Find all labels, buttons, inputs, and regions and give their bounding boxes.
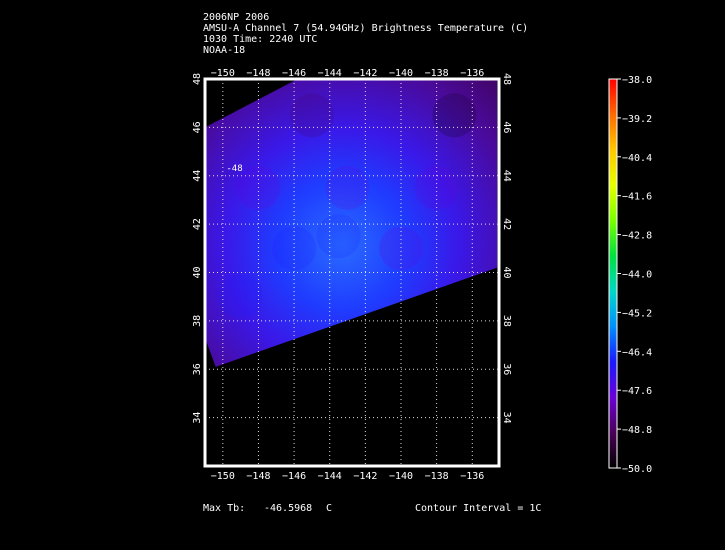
colorbar-label-9: −48.8 (622, 425, 652, 436)
x-tick-bottom--146: −146 (282, 471, 306, 482)
y-tick-left-34: 34 (192, 412, 203, 424)
y-tick-left-46: 46 (192, 121, 203, 133)
title-line-1: 2006NP 2006 (203, 12, 270, 23)
colorbar-label-7: −46.4 (622, 347, 652, 358)
x-tick-bottom--140: −140 (389, 471, 413, 482)
y-tick-left-40: 40 (192, 266, 203, 278)
contour-interval: Contour Interval = 1C (415, 503, 542, 514)
colorbar-label-6: −45.2 (622, 308, 652, 319)
x-tick-bottom--148: −148 (246, 471, 270, 482)
y-tick-right-46: 46 (501, 121, 512, 133)
max-tb-value: -46.5968 (264, 503, 313, 514)
field-sample-6 (289, 93, 334, 138)
field-sample-2 (379, 226, 423, 271)
title-line-4: NOAA-18 (203, 45, 246, 56)
colorbar-label-3: −41.6 (622, 192, 652, 203)
x-tick-top--146: −146 (282, 68, 306, 79)
x-tick-top--148: −148 (246, 68, 270, 79)
x-tick-top--136: −136 (460, 68, 484, 79)
y-tick-left-44: 44 (192, 170, 203, 182)
y-tick-left-38: 38 (192, 315, 203, 327)
colorbar-label-4: −42.8 (622, 231, 652, 242)
colorbar-label-5: −44.0 (622, 270, 652, 281)
colorbar-label-10: −50.0 (622, 464, 652, 475)
y-tick-right-44: 44 (501, 170, 512, 182)
field-sample-7 (432, 93, 477, 138)
contour-label: -48 (226, 164, 242, 174)
max-tb-unit: C (326, 503, 333, 514)
field-sample-1 (272, 226, 317, 271)
x-tick-bottom--138: −138 (425, 471, 449, 482)
x-tick-bottom--150: −150 (211, 471, 235, 482)
x-tick-top--150: −150 (211, 68, 235, 79)
y-tick-right-42: 42 (501, 218, 512, 230)
x-tick-bottom--144: −144 (318, 471, 342, 482)
field-sample-3 (325, 165, 370, 210)
x-tick-top--140: −140 (389, 68, 413, 79)
max-tb-label: Max Tb: (203, 503, 246, 514)
field-sample-0 (316, 214, 361, 259)
x-tick-bottom--136: −136 (460, 471, 484, 482)
x-tick-top--144: −144 (318, 68, 342, 79)
y-tick-right-36: 36 (501, 363, 512, 375)
x-tick-bottom--142: −142 (353, 471, 377, 482)
colorbar-label-2: −40.4 (622, 153, 652, 164)
colorbar-label-1: −39.2 (622, 114, 652, 125)
title-line-3: 1030 Time: 2240 UTC (203, 34, 318, 45)
field-sample-8 (218, 274, 263, 319)
swath-field (205, 79, 498, 367)
colorbar-label-8: −47.6 (622, 386, 652, 397)
y-tick-right-34: 34 (501, 412, 512, 424)
y-tick-right-48: 48 (501, 73, 512, 85)
x-tick-top--138: −138 (425, 68, 449, 79)
y-tick-left-36: 36 (192, 363, 203, 375)
title-line-2: AMSU-A Channel 7 (54.94GHz) Brightness T… (203, 23, 529, 34)
plot-frame (203, 77, 501, 468)
y-tick-left-48: 48 (192, 73, 203, 85)
y-tick-left-42: 42 (192, 218, 203, 230)
y-tick-right-40: 40 (501, 266, 512, 278)
x-tick-top--142: −142 (353, 68, 377, 79)
y-tick-right-38: 38 (501, 315, 512, 327)
colorbar-label-0: −38.0 (622, 75, 652, 86)
colorbar-strip (608, 78, 618, 469)
